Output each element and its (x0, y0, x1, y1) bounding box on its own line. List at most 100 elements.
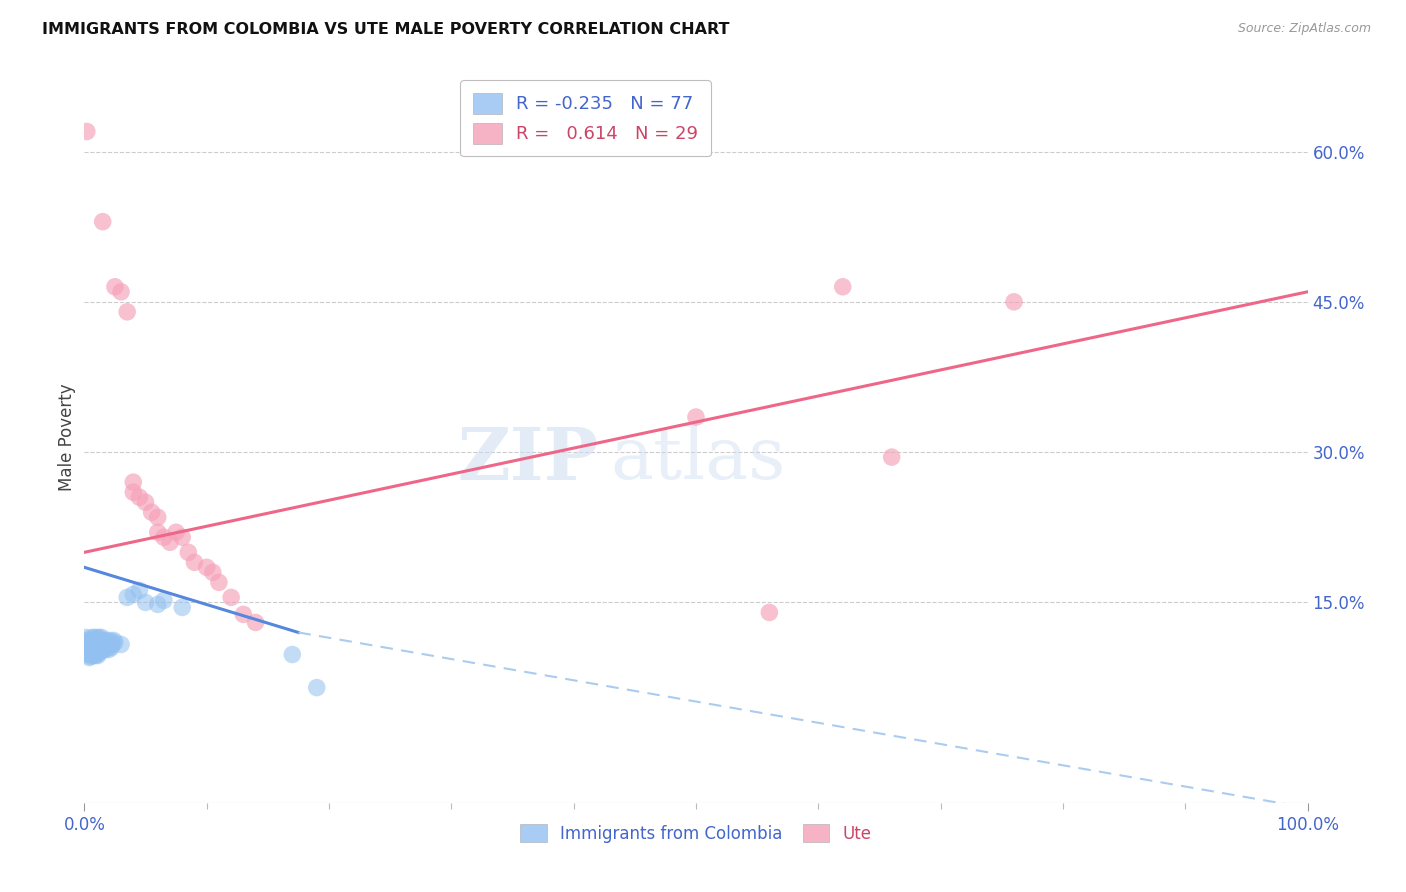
Point (77, 650, 100, 665)
Point (153, 593, 176, 607)
Point (82, 642, 104, 657)
Point (96, 633, 118, 648)
Point (219, 591, 242, 605)
Point (110, 638, 132, 652)
Point (165, 525, 187, 540)
Point (97, 635, 120, 649)
Point (83, 640, 105, 655)
Point (159, 535, 181, 549)
Point (75, 638, 97, 652)
Point (84, 648, 107, 663)
Point (201, 566, 224, 580)
Point (86, 640, 108, 655)
Point (831, 280, 853, 294)
Point (135, 495, 157, 509)
Point (91, 639, 114, 653)
Point (146, 598, 169, 612)
Point (104, 635, 127, 649)
Point (77, 643, 100, 657)
Point (172, 600, 194, 615)
Point (84, 639, 107, 653)
Point (80, 640, 103, 655)
Point (135, 595, 157, 609)
Point (83, 646, 105, 660)
Point (84, 643, 107, 657)
Point (82, 648, 104, 663)
Point (80, 648, 103, 662)
Point (177, 545, 200, 559)
Point (281, 648, 304, 662)
Point (110, 285, 132, 299)
Point (87, 648, 110, 663)
Legend: Immigrants from Colombia, Ute: Immigrants from Colombia, Ute (513, 818, 879, 849)
Point (96, 639, 118, 653)
Point (880, 450, 903, 464)
Point (97, 642, 120, 657)
Point (98, 633, 121, 648)
Point (87, 639, 110, 653)
Point (91, 643, 114, 657)
Point (103, 633, 125, 648)
Point (172, 530, 194, 544)
Point (89, 638, 111, 652)
Point (1002, 294, 1025, 309)
Point (82, 633, 104, 648)
Point (91, 214, 114, 228)
Point (93, 635, 115, 649)
Point (146, 525, 169, 540)
Point (77, 646, 100, 660)
Point (90, 631, 112, 645)
Point (98, 639, 121, 653)
Point (195, 560, 218, 574)
Point (75, 631, 97, 645)
Point (86, 631, 108, 645)
Point (93, 640, 115, 655)
Point (100, 640, 122, 655)
Point (83, 635, 105, 649)
Y-axis label: Male Poverty: Male Poverty (58, 384, 76, 491)
Point (94, 642, 117, 657)
Point (128, 490, 150, 504)
Point (141, 505, 163, 519)
Point (122, 587, 145, 601)
Point (128, 583, 150, 598)
Point (86, 635, 108, 649)
Point (87, 643, 110, 657)
Point (101, 638, 124, 652)
Point (100, 635, 122, 649)
Point (122, 485, 145, 500)
Point (83, 631, 105, 645)
Point (104, 280, 127, 294)
Point (115, 305, 138, 319)
Point (84, 633, 107, 648)
Point (122, 475, 145, 490)
Point (76, 648, 98, 662)
Point (79, 649, 101, 664)
Point (97, 638, 120, 652)
Point (87, 635, 110, 649)
Point (97, 640, 120, 655)
Point (77, 638, 100, 652)
Point (87, 640, 110, 655)
Text: Source: ZipAtlas.com: Source: ZipAtlas.com (1237, 22, 1371, 36)
Point (86, 648, 108, 662)
Point (91, 633, 114, 648)
Point (153, 530, 176, 544)
Point (305, 681, 328, 695)
Point (245, 615, 267, 630)
Point (115, 591, 138, 605)
Point (685, 410, 707, 425)
Point (183, 555, 205, 569)
Point (80, 631, 103, 645)
Text: atlas: atlas (610, 424, 786, 494)
Point (146, 510, 169, 524)
Point (758, 606, 780, 620)
Point (87, 633, 110, 648)
Point (76, 124, 98, 138)
Point (80, 635, 103, 649)
Point (208, 575, 231, 590)
Point (77, 635, 100, 649)
Point (87, 631, 110, 645)
Point (94, 638, 117, 652)
Point (79, 638, 101, 652)
